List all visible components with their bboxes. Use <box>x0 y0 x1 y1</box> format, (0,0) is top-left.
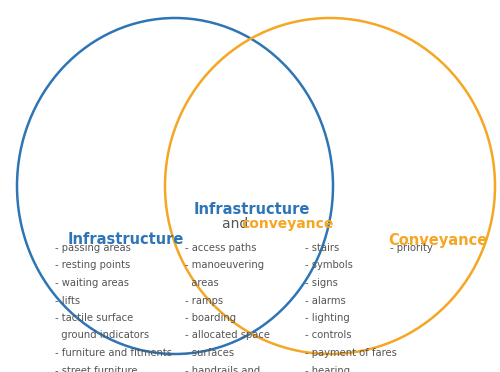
Text: Conveyance: Conveyance <box>388 232 487 247</box>
Text: - handrails and: - handrails and <box>185 366 260 372</box>
Text: - ramps: - ramps <box>185 295 223 305</box>
Text: - furniture and fitments: - furniture and fitments <box>55 348 172 358</box>
Text: - tactile surface: - tactile surface <box>55 313 133 323</box>
Text: - lighting: - lighting <box>305 313 350 323</box>
Text: - surfaces: - surfaces <box>185 348 234 358</box>
Text: - hearing: - hearing <box>305 366 350 372</box>
Text: - resting points: - resting points <box>55 260 130 270</box>
Text: - payment of fares: - payment of fares <box>305 348 397 358</box>
Text: - street furniture: - street furniture <box>55 366 138 372</box>
Text: Infrastructure: Infrastructure <box>194 202 310 218</box>
Text: - lifts: - lifts <box>55 295 80 305</box>
Text: - manoeuvering: - manoeuvering <box>185 260 264 270</box>
Text: conveyance: conveyance <box>241 217 334 231</box>
Text: - allocated space: - allocated space <box>185 330 270 340</box>
Text: - controls: - controls <box>305 330 352 340</box>
Text: - boarding: - boarding <box>185 313 236 323</box>
Text: - waiting areas: - waiting areas <box>55 278 129 288</box>
Text: - passing areas: - passing areas <box>55 243 131 253</box>
Text: ground indicators: ground indicators <box>55 330 149 340</box>
Text: areas: areas <box>185 278 219 288</box>
Text: and: and <box>222 217 252 231</box>
Text: - symbols: - symbols <box>305 260 353 270</box>
Text: - priority: - priority <box>390 243 433 253</box>
Text: - stairs: - stairs <box>305 243 339 253</box>
Text: - signs: - signs <box>305 278 338 288</box>
Text: - access paths: - access paths <box>185 243 256 253</box>
Text: Infrastructure: Infrastructure <box>68 232 184 247</box>
Text: - alarms: - alarms <box>305 295 346 305</box>
